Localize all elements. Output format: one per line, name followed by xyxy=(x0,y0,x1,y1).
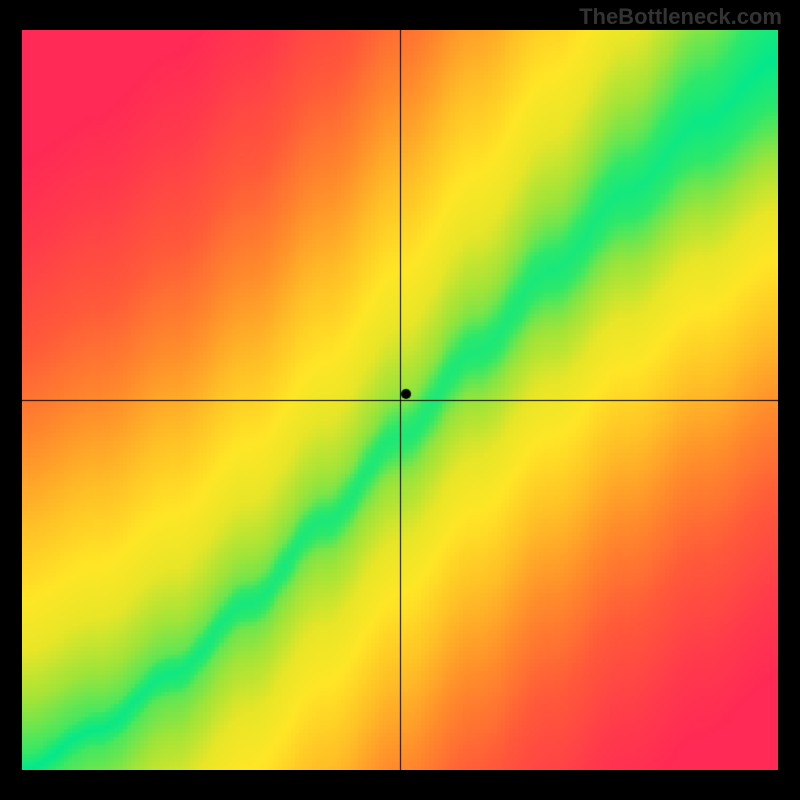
crosshair-overlay xyxy=(22,30,778,770)
chart-container: TheBottleneck.com xyxy=(0,0,800,800)
watermark-text: TheBottleneck.com xyxy=(579,4,782,30)
